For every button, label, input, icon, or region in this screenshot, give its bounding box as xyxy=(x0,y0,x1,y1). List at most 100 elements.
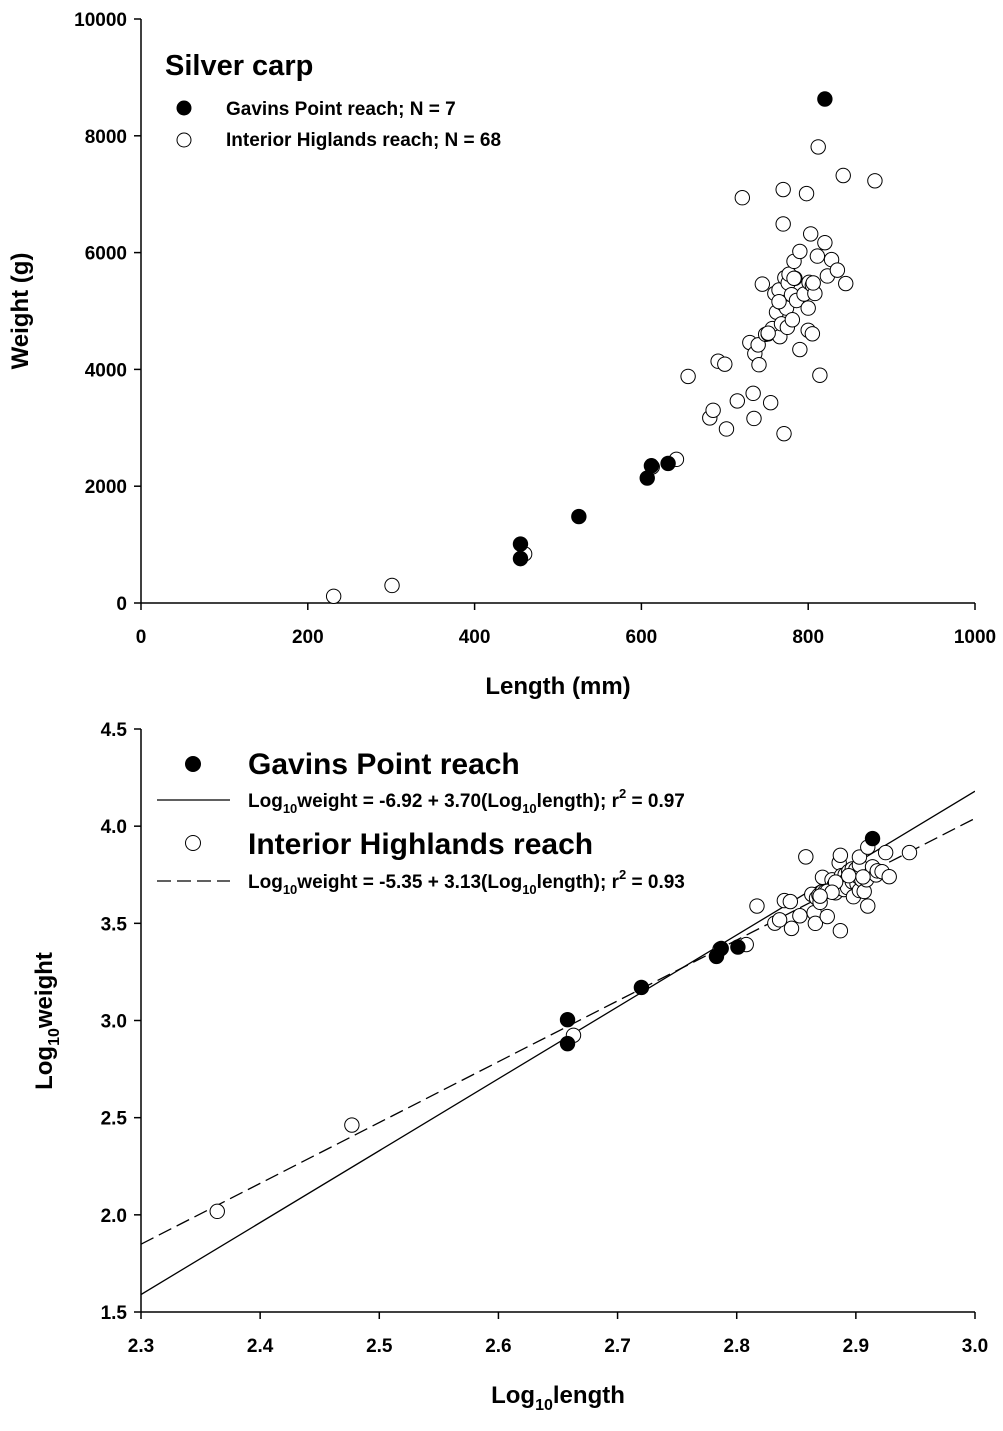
point-interior-highlands xyxy=(762,394,779,411)
x-tick-label: 0 xyxy=(136,627,147,648)
point-gavins-point xyxy=(559,1035,576,1052)
x-tick-label: 400 xyxy=(459,627,491,648)
y-tick-label: 2.0 xyxy=(101,1206,127,1227)
point-interior-highlands xyxy=(881,868,897,885)
point-interior-highlands xyxy=(901,844,918,861)
point-interior-highlands xyxy=(745,385,761,402)
x-tick-label: 2.6 xyxy=(485,1336,511,1357)
point-interior-highlands xyxy=(819,908,835,925)
point-interior-highlands xyxy=(860,898,876,914)
point-interior-highlands xyxy=(786,270,802,286)
point-gavins-point xyxy=(643,458,660,474)
point-interior-highlands xyxy=(760,325,776,341)
log-weight-length-chart: 2.3 2.4 2.5 2.6 2.7 2.8 2.9 3.0 1.5 2.0 2.5 3.0 3.5 4… xyxy=(31,720,988,1414)
point-interior-highlands xyxy=(771,293,787,310)
point-interior-highlands xyxy=(776,425,792,442)
point-interior-highlands xyxy=(729,393,746,409)
point-interior-highlands xyxy=(325,588,342,604)
y-tick-label: 8000 xyxy=(85,127,127,148)
point-interior-highlands xyxy=(775,216,791,232)
y-axis-title: Weight (g) xyxy=(7,253,34,370)
x-tick-label: 2.8 xyxy=(724,1336,750,1357)
point-interior-highlands xyxy=(344,1117,360,1133)
point-interior-highlands xyxy=(717,356,733,372)
point-interior-highlands xyxy=(809,248,826,264)
point-interior-highlands xyxy=(851,849,868,865)
y-tick-label: 0 xyxy=(116,594,127,615)
legend-label-interior-highlands: Interior Highlands reach xyxy=(248,828,593,861)
point-interior-highlands xyxy=(841,868,857,884)
point-interior-highlands xyxy=(782,893,799,910)
point-interior-highlands xyxy=(810,139,826,155)
weight-length-chart: 0 200 400 600 800 10000200040006000800010000 … xyxy=(7,10,996,700)
point-interior-highlands xyxy=(792,908,808,924)
point-interior-highlands xyxy=(754,276,771,292)
point-gavins-point xyxy=(864,830,881,847)
y-tick-label: 10000 xyxy=(74,10,127,31)
point-interior-highlands xyxy=(800,300,816,316)
x-tick-label: 2.3 xyxy=(128,1336,154,1357)
point-interior-highlands xyxy=(718,421,735,437)
data-points xyxy=(325,91,883,604)
y-tick-label: 4000 xyxy=(85,360,127,381)
legend-label-interior-highlands: Interior Higlands reach; N = 68 xyxy=(226,130,501,151)
point-interior-highlands xyxy=(817,234,833,251)
x-tick-label: 2.9 xyxy=(843,1336,869,1357)
x-tick-label: 600 xyxy=(626,627,658,648)
x-axis-title: Length (mm) xyxy=(485,673,630,700)
x-tick-label: 2.7 xyxy=(604,1336,630,1357)
point-interior-highlands xyxy=(792,341,808,358)
y-tick-label: 2000 xyxy=(85,477,127,498)
point-interior-highlands xyxy=(734,190,751,206)
point-interior-highlands xyxy=(832,923,849,939)
point-interior-highlands xyxy=(832,847,849,864)
point-interior-highlands xyxy=(803,226,819,242)
x-tick-label: 800 xyxy=(792,627,824,648)
point-gavins-point xyxy=(713,940,729,957)
x-axis-title: Log10length xyxy=(491,1382,625,1414)
point-interior-highlands xyxy=(829,262,846,278)
point-interior-highlands xyxy=(775,181,791,198)
point-gavins-point xyxy=(512,550,529,567)
point-interior-highlands xyxy=(209,1203,225,1220)
point-interior-highlands xyxy=(835,167,851,184)
x-tick-label: 2.5 xyxy=(366,1336,393,1357)
point-interior-highlands xyxy=(798,849,814,865)
x-tick-label: 2.4 xyxy=(247,1336,274,1357)
point-gavins-point xyxy=(633,979,650,996)
point-gavins-point xyxy=(730,939,746,955)
point-gavins-point xyxy=(512,536,529,552)
point-gavins-point xyxy=(571,508,587,525)
y-tick-label: 4.0 xyxy=(101,817,127,838)
point-gavins-point xyxy=(817,91,833,107)
point-interior-highlands xyxy=(750,337,766,353)
legend-marker-gavins-point xyxy=(185,756,201,772)
legend-label-gavins-point: Gavins Point reach xyxy=(248,748,520,781)
chart-title: Silver carp xyxy=(165,50,313,82)
y-axis-title: Log10weight xyxy=(31,952,63,1090)
legend-label-gavins-point: Gavins Point reach; N = 7 xyxy=(226,99,456,120)
point-interior-highlands xyxy=(812,888,828,904)
point-interior-highlands xyxy=(783,920,800,937)
point-interior-highlands xyxy=(805,275,821,291)
point-interior-highlands xyxy=(784,312,801,328)
x-tick-label: 1000 xyxy=(954,627,996,648)
axis-ticks: 2.3 2.4 2.5 2.6 2.7 2.8 2.9 3.0 1.5 2.0 2.5 3.0 3.5 4… xyxy=(101,720,989,1357)
point-interior-highlands xyxy=(746,410,762,427)
point-interior-highlands xyxy=(877,844,894,861)
legend-equation-interior-highlands: Log10weight = -5.35 + 3.13(Log10length);… xyxy=(248,867,685,897)
point-interior-highlands xyxy=(838,275,854,292)
point-interior-highlands xyxy=(867,173,883,189)
point-interior-highlands xyxy=(751,357,767,373)
data-points xyxy=(209,830,918,1220)
legend-marker-gavins-point xyxy=(176,100,192,116)
y-tick-label: 3.0 xyxy=(101,1012,127,1033)
point-interior-highlands xyxy=(749,898,765,914)
x-tick-label: 3.0 xyxy=(962,1336,988,1357)
point-interior-highlands xyxy=(705,402,721,418)
x-tick-label: 200 xyxy=(292,627,324,648)
point-interior-highlands xyxy=(804,326,821,342)
